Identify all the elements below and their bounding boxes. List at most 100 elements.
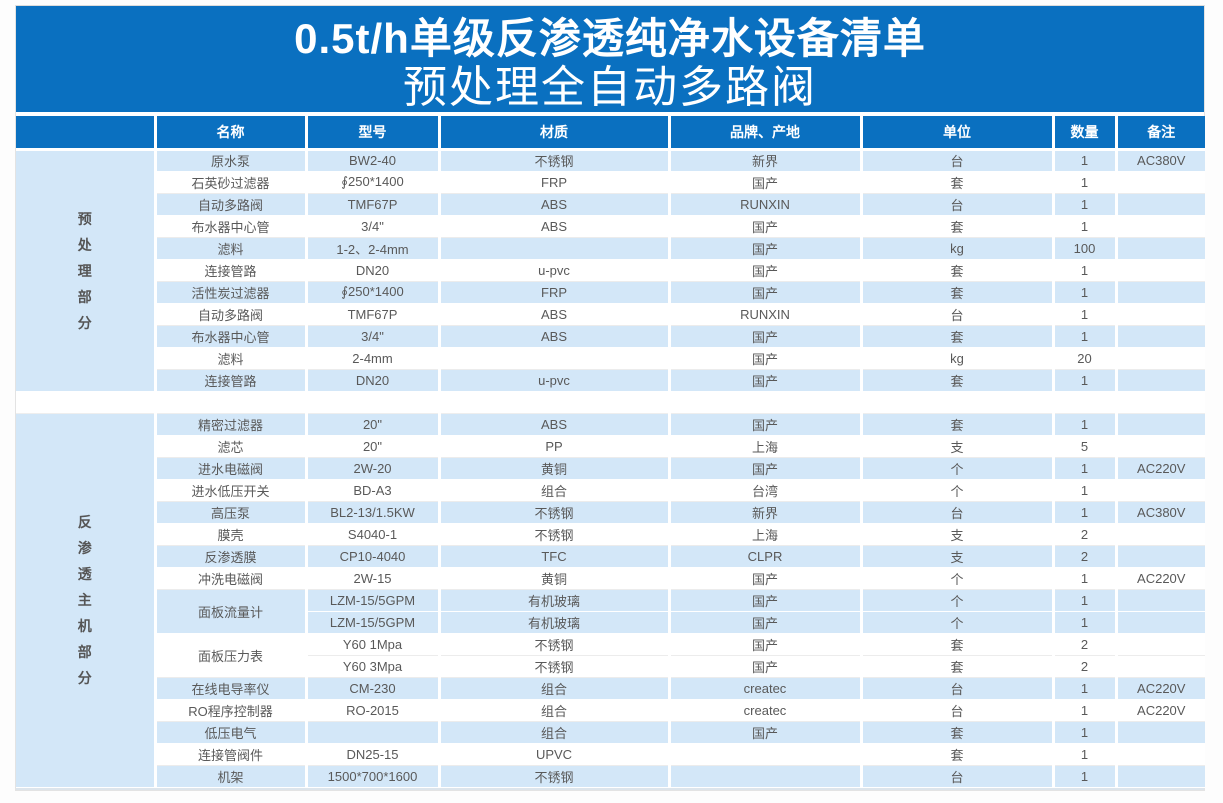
model-cell: 3/4" <box>306 215 441 238</box>
table-header-row: 名称 型号 材质 品牌、产地 单位 数量 备注 <box>16 116 1205 151</box>
qty-cell: 1 <box>1053 501 1118 524</box>
model-cell: BD-A3 <box>306 479 441 502</box>
material-cell: 不锈钢 <box>439 149 671 172</box>
material-cell: 不锈钢 <box>439 765 671 788</box>
section-column-header <box>16 116 157 151</box>
page-title: 0.5t/h单级反渗透纯净水设备清单 <box>294 15 926 62</box>
material-cell: u-pvc <box>439 369 671 392</box>
material-cell: ABS <box>439 303 671 326</box>
table-row: Y60 3Mpa 不锈钢 国产套 2 <box>16 655 1205 678</box>
column-header: 名称 <box>155 116 308 151</box>
table-row: 自动多路阀 TMF67P ABS RUNXIN 台 1 <box>16 303 1205 326</box>
brand-cell: 国产 <box>669 281 863 304</box>
qty-cell: 1 <box>1053 589 1118 612</box>
material-cell: ABS <box>439 325 671 348</box>
unit-cell: 套 <box>861 369 1055 392</box>
qty-cell: 2 <box>1053 633 1118 656</box>
qty-cell: 1 <box>1053 303 1118 326</box>
unit-cell: 个 <box>861 479 1055 502</box>
unit-cell: kg <box>861 347 1055 370</box>
model-cell: 2W-20 <box>306 457 441 480</box>
model-cell: ∮250*1400 <box>306 171 441 194</box>
section-label: 反 渗 透 主 机 部 分 <box>16 413 157 788</box>
brand-cell: 上海 <box>669 435 863 458</box>
qty-cell: 1 <box>1053 677 1118 700</box>
model-cell: LZM-15/5GPM <box>306 611 441 634</box>
qty-cell: 1 <box>1053 611 1118 634</box>
note-cell <box>1116 765 1205 788</box>
unit-cell: 台 <box>861 677 1055 700</box>
material-cell: ABS <box>439 193 671 216</box>
table-bottom-rule <box>16 787 1204 790</box>
name-cell: 进水低压开关 <box>155 479 308 502</box>
unit-cell: 台 <box>861 149 1055 172</box>
note-cell <box>1116 303 1205 326</box>
name-cell: 自动多路阀 <box>155 193 308 216</box>
brand-cell: 国产 <box>669 589 863 612</box>
unit-cell: 个 <box>861 611 1055 634</box>
model-cell: RO-2015 <box>306 699 441 722</box>
note-cell <box>1116 237 1205 260</box>
qty-cell: 100 <box>1053 237 1118 260</box>
table-row: 反渗透膜 CP10-4040 TFC CLPR 支 2 <box>16 545 1205 568</box>
title-banner: 0.5t/h单级反渗透纯净水设备清单 预处理全自动多路阀 <box>16 6 1204 116</box>
material-cell: 不锈钢 <box>439 523 671 546</box>
table-row: 进水低压开关 BD-A3 组合 台湾个 1 <box>16 479 1205 502</box>
table-row: 布水器中心管 3/4" ABS 国产套 1 <box>16 215 1205 238</box>
note-cell <box>1116 545 1205 568</box>
brand-cell: 国产 <box>669 325 863 348</box>
unit-cell: 台 <box>861 765 1055 788</box>
qty-cell: 1 <box>1053 369 1118 392</box>
column-header: 型号 <box>306 116 441 151</box>
unit-cell: 套 <box>861 259 1055 282</box>
brand-cell: 国产 <box>669 457 863 480</box>
note-cell <box>1116 281 1205 304</box>
section-label: 预 处 理 部 分 <box>16 149 157 392</box>
name-cell: 在线电导率仪 <box>155 677 308 700</box>
qty-cell: 1 <box>1053 567 1118 590</box>
name-cell: 连接管阀件 <box>155 743 308 766</box>
material-cell: 不锈钢 <box>439 655 671 678</box>
name-cell: 膜壳 <box>155 523 308 546</box>
name-cell: 布水器中心管 <box>155 215 308 238</box>
note-cell <box>1116 347 1205 370</box>
section-gap-row <box>16 390 1205 414</box>
name-cell: 低压电气 <box>155 721 308 744</box>
note-cell <box>1116 479 1205 502</box>
model-cell: DN20 <box>306 369 441 392</box>
table-row: 在线电导率仪 CM-230 组合 createc 台 1 AC220V <box>16 677 1205 700</box>
note-cell <box>1116 633 1205 656</box>
table-row: 连接管阀件 DN25-15 UPVC 套 1 <box>16 743 1205 766</box>
model-cell: Y60 1Mpa <box>306 633 441 656</box>
note-cell <box>1116 171 1205 194</box>
table-row: 预 处 理 部 分原水泵 BW2-40 不锈钢 新界台 1 AC380V <box>16 149 1205 392</box>
material-cell: 不锈钢 <box>439 501 671 524</box>
material-cell: 不锈钢 <box>439 633 671 656</box>
unit-cell: 支 <box>861 435 1055 458</box>
brand-cell: RUNXIN <box>669 303 863 326</box>
name-cell: 滤芯 <box>155 435 308 458</box>
material-cell: 组合 <box>439 677 671 700</box>
name-cell: RO程序控制器 <box>155 699 308 722</box>
brand-cell: 台湾 <box>669 479 863 502</box>
unit-cell: 个 <box>861 589 1055 612</box>
material-cell: TFC <box>439 545 671 568</box>
note-cell <box>1116 743 1205 766</box>
qty-cell: 1 <box>1053 325 1118 348</box>
model-cell: 3/4" <box>306 325 441 348</box>
brand-cell: createc <box>669 699 863 722</box>
model-cell: TMF67P <box>306 193 441 216</box>
qty-cell: 2 <box>1053 523 1118 546</box>
table-body: 预 处 理 部 分原水泵 BW2-40 不锈钢 新界台 1 AC380V 石英砂过滤器 ∮25… <box>16 149 1205 788</box>
model-cell: 20" <box>306 413 441 436</box>
unit-cell: 台 <box>861 303 1055 326</box>
model-cell: 2W-15 <box>306 567 441 590</box>
table-row: 布水器中心管 3/4" ABS 国产套 1 <box>16 325 1205 348</box>
model-cell: TMF67P <box>306 303 441 326</box>
unit-cell: 个 <box>861 457 1055 480</box>
table-row: RO程序控制器 RO-2015 组合 createc 台 1 AC220V <box>16 699 1205 722</box>
table-row: 滤料 2-4mm 国产 kg 20 <box>16 347 1205 370</box>
brand-cell: 国产 <box>669 259 863 282</box>
qty-cell: 1 <box>1053 765 1118 788</box>
note-cell <box>1116 655 1205 678</box>
